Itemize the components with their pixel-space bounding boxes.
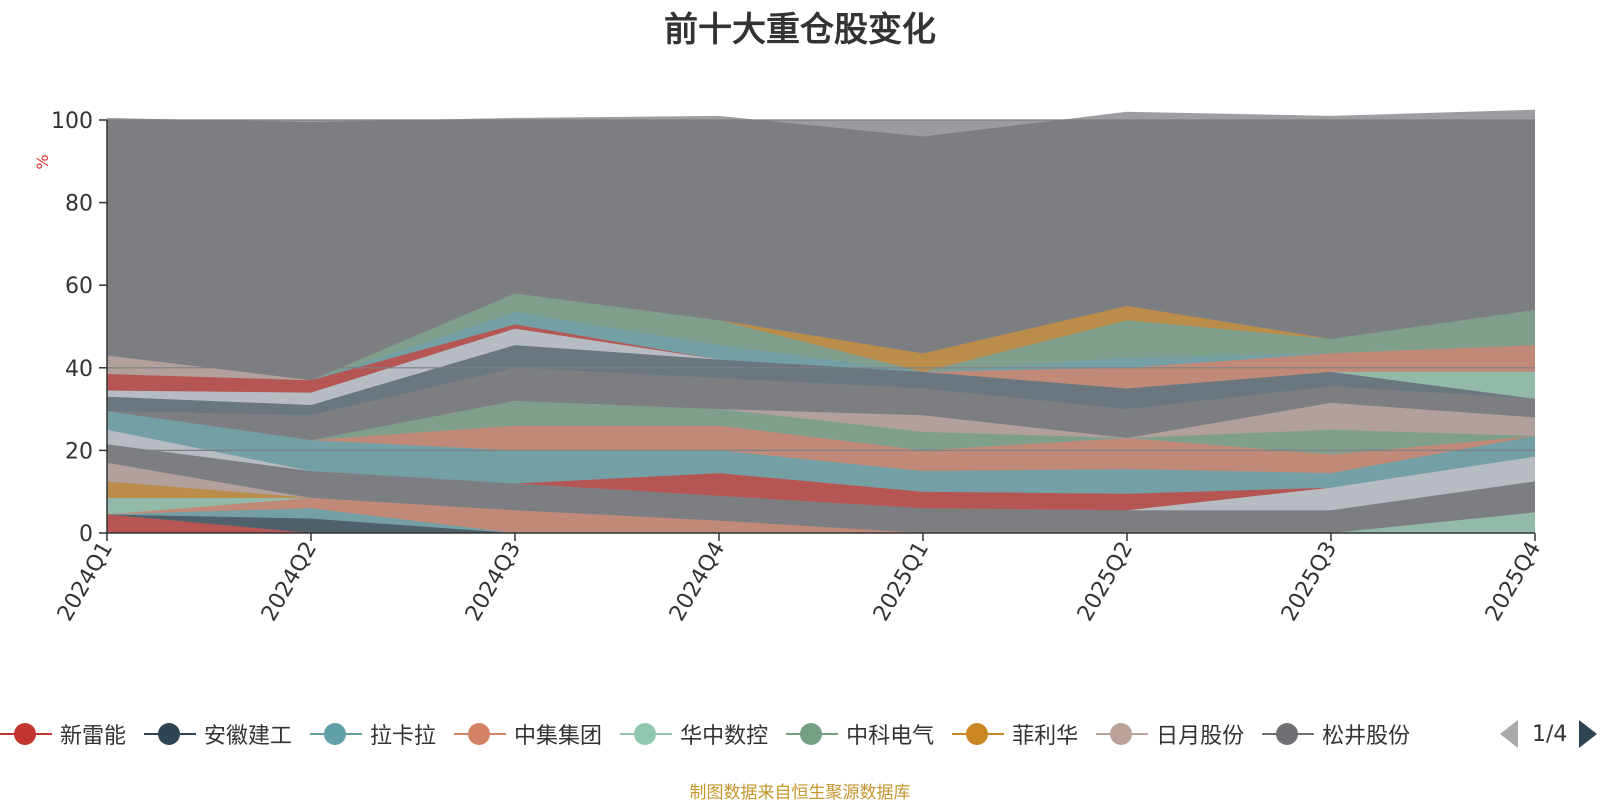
legend-item-label: 日月股份 [1156,724,1245,749]
stacked-area-chart: 0 20 40 60 80 100 2024Q1 2024Q2 2024Q3 2024Q4 2025… [33,109,1546,626]
y-tick-label: 0 [79,522,93,547]
legend-swatch-icon [620,721,673,747]
y-tick-label: 60 [65,274,93,299]
legend-item-label: 菲利华 [1012,724,1079,749]
area-series-27 [107,109,1535,381]
y-tick-label: 20 [65,439,93,464]
area-series-5 [107,497,1535,533]
legend-item-label: 新雷能 [60,724,127,749]
y-tick-label: 100 [51,109,93,134]
legend-prev-page-icon[interactable] [1500,720,1518,748]
area-series-16 [107,400,1535,441]
legend-item[interactable]: 拉卡拉 [310,714,436,754]
legend-swatch-icon [310,721,363,747]
x-tick-label: 2025Q3 [1277,538,1342,626]
x-tick-label: 2024Q2 [257,538,322,626]
x-tick-label: 2024Q3 [461,538,526,626]
legend-item-label: 安徽建工 [204,724,293,749]
legend-item[interactable]: 菲利华 [952,714,1078,754]
legend-swatch-icon [952,721,1005,747]
area-series-18 [107,345,1535,416]
area-series-14 [107,411,1535,474]
legend-item[interactable]: 安徽建工 [144,714,292,754]
area-series-17 [107,367,1535,441]
area-series-15 [107,400,1535,455]
x-tick-label: 2025Q4 [1481,538,1546,626]
legend-item[interactable]: 新雷能 [0,714,126,754]
legend-next-page-icon[interactable] [1579,720,1598,748]
area-series-20 [107,345,1535,405]
chart-title: 前十大重仓股变化 [664,10,936,50]
x-tick-label: 2024Q4 [665,538,730,626]
area-series-4 [107,497,1535,533]
area-series-23 [107,312,1535,381]
area-series-12 [107,429,1535,511]
y-tick-label: 40 [65,357,93,382]
legend-swatch-icon [454,721,507,747]
y-axis-label: % [33,154,52,169]
area-series-13 [107,411,1535,494]
legend-item-label: 拉卡拉 [370,724,437,749]
legend-item[interactable]: 中科电气 [786,714,934,754]
area-series-group [107,109,1535,533]
x-tick-label: 2024Q1 [53,538,118,626]
legend-swatch-icon [0,721,52,747]
legend-item-label: 松井股份 [1322,724,1411,749]
area-series-21 [107,328,1535,405]
area-series-1 [107,514,1535,533]
x-tick-label: 2025Q1 [869,538,934,626]
area-series-9 [107,444,1535,533]
area-series-24 [107,293,1535,381]
legend-swatch-icon [786,721,839,747]
grid-lines [107,119,1535,451]
data-source-note: 制图数据来自恒生聚源数据库 [689,783,911,803]
legend-page-indicator: 1/4 [1532,721,1568,747]
x-tick-label: 2025Q2 [1073,538,1138,626]
legend-item-label: 华中数控 [680,724,769,749]
legend-item-label: 中集集团 [514,724,603,749]
legend-swatch-icon [144,721,197,747]
legend-item[interactable]: 松井股份 [1262,714,1410,754]
legend: 新雷能 安徽建工 拉卡拉 中集集团 华中数控 中科电气 菲利华 日月股份 松井股份 [0,714,1480,754]
legend-pager: 1/4 [1500,716,1598,752]
y-tick-label: 80 [65,192,93,217]
legend-item-label: 中科电气 [846,724,935,749]
legend-item[interactable]: 日月股份 [1096,714,1244,754]
area-series-3 [107,508,1535,533]
area-series-25 [107,293,1535,381]
area-series-22 [107,324,1535,393]
legend-swatch-icon [1262,721,1315,747]
legend-swatch-icon [1096,721,1149,747]
legend-item[interactable]: 中集集团 [454,714,602,754]
legend-item[interactable]: 华中数控 [620,714,768,754]
